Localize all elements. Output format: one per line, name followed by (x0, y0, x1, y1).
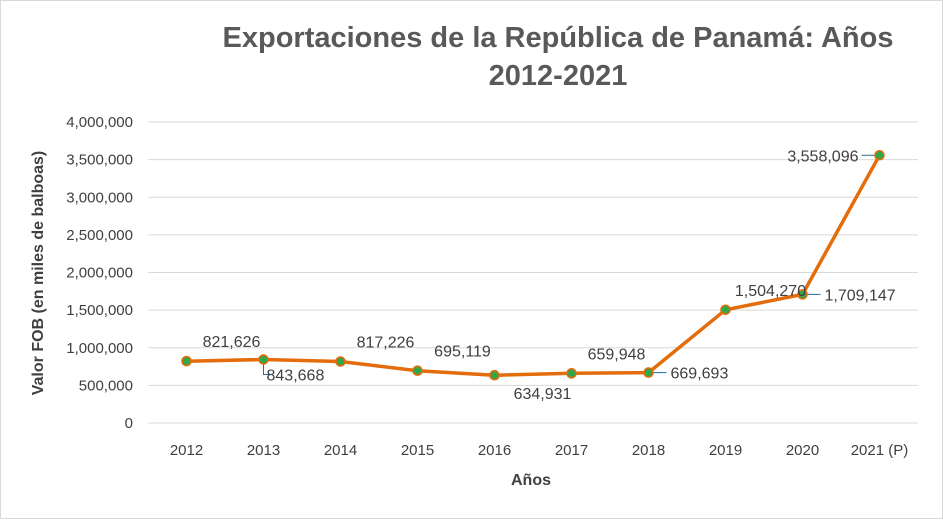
data-label: 1,504,270 (735, 283, 806, 300)
data-marker (489, 369, 500, 381)
x-tick-label: 2017 (555, 442, 588, 459)
y-tick-label: 4,000,000 (66, 114, 133, 131)
data-marker (874, 149, 885, 161)
data-marker (412, 365, 423, 376)
label-leader-lines (263, 154, 875, 376)
data-label: 1,709,147 (825, 287, 896, 304)
x-axis-ticks: 2012 2013 2014 2015 2016 2017 2018 2019 2020 2021… (170, 442, 908, 459)
y-tick-label: 2,000,000 (66, 265, 133, 282)
x-tick-label: 2016 (478, 442, 511, 459)
label-leader-line (263, 363, 270, 376)
data-marker (797, 289, 808, 300)
data-label: 669,693 (671, 366, 729, 383)
y-axis-ticks: 0 500,000 1,000,000 1,500,000 2,000,000 2,500… (66, 114, 133, 432)
data-label: 634,931 (514, 386, 572, 403)
y-axis-label: Valor FOB (en miles de balboas) (30, 151, 47, 396)
x-tick-label: 2018 (632, 442, 665, 459)
x-tick-label: 2014 (324, 442, 357, 459)
y-tick-label: 3,000,000 (66, 189, 133, 206)
data-label: 695,119 (434, 344, 491, 361)
data-marker (181, 355, 192, 367)
y-tick-label: 2,500,000 (66, 227, 133, 244)
x-tick-label: 2020 (786, 442, 819, 459)
x-tick-label: 2021 (P) (851, 442, 909, 459)
x-tick-label: 2012 (170, 442, 203, 459)
y-tick-label: 1,500,000 (66, 302, 133, 319)
data-label: 843,668 (267, 368, 325, 385)
data-label: 821,626 (203, 334, 261, 351)
data-marker (335, 356, 346, 367)
data-label: 817,226 (357, 335, 415, 352)
data-marker (643, 367, 654, 378)
data-marker (566, 368, 577, 379)
chart-title-line-2: 2012-2021 (489, 60, 628, 92)
data-label: 659,948 (588, 346, 646, 363)
x-tick-label: 2013 (247, 442, 280, 459)
gridlines (148, 121, 918, 424)
y-tick-label: 3,500,000 (66, 152, 133, 169)
chart-title-line-1: Exportaciones de la República de Panamá:… (223, 22, 894, 54)
data-labels: 821,626 843,668 817,226 695,119 634,931 659,9… (203, 148, 896, 403)
x-tick-label: 2015 (401, 442, 434, 459)
x-axis-label: Años (511, 472, 551, 489)
data-markers (181, 149, 885, 381)
series-line (184, 153, 882, 377)
data-label: 3,558,096 (787, 148, 858, 165)
data-marker (720, 304, 731, 316)
y-tick-label: 0 (125, 415, 133, 432)
x-tick-label: 2019 (709, 442, 742, 459)
y-tick-label: 500,000 (79, 377, 133, 394)
y-tick-label: 1,000,000 (66, 340, 133, 357)
data-marker (258, 354, 269, 365)
